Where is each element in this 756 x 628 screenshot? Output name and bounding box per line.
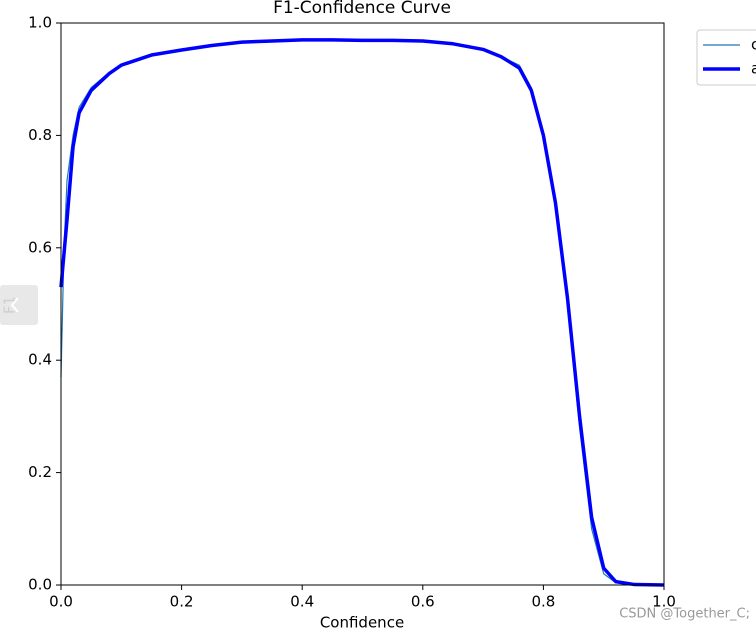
y-tick-label: 0.4 (28, 351, 52, 369)
legend-label: a (751, 60, 756, 78)
y-tick-label: 1.0 (28, 14, 52, 32)
x-tick-label: 0.2 (170, 593, 194, 611)
legend-label: c (751, 36, 756, 54)
chart-title: F1-Confidence Curve (273, 0, 451, 18)
y-tick-label: 0.8 (28, 126, 52, 144)
collapse-button[interactable] (0, 285, 38, 325)
x-tick-label: 0.8 (531, 593, 555, 611)
x-tick-label: 0.6 (411, 593, 435, 611)
series-line (60, 39, 665, 586)
y-tick-label: 0.6 (28, 238, 52, 256)
plot-frame (60, 22, 665, 586)
series-line (59, 38, 665, 587)
chevron-icon (10, 297, 19, 313)
x-tick-label: 1.0 (652, 593, 676, 611)
x-axis-label: Confidence (320, 614, 404, 628)
x-tick-label: 0.0 (49, 593, 73, 611)
y-tick-label: 0.0 (28, 576, 52, 594)
x-tick-label: 0.4 (290, 593, 314, 611)
legend (696, 29, 756, 86)
watermark: CSDN @Together_C; (619, 607, 750, 622)
y-tick-label: 0.2 (28, 463, 52, 481)
